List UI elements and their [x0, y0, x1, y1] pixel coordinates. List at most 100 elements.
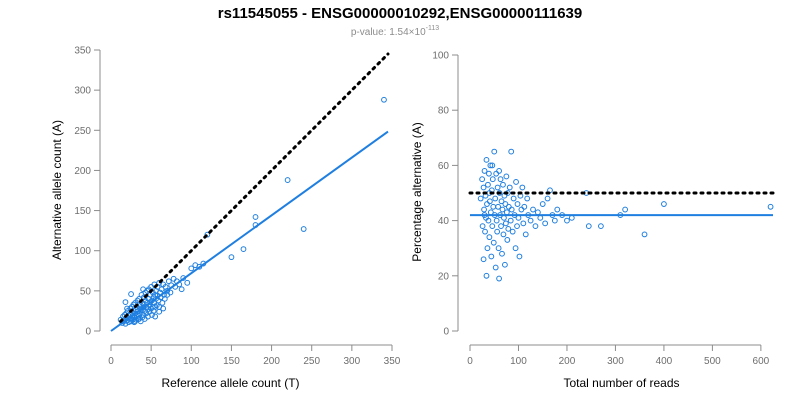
data-point — [516, 253, 523, 260]
data-point — [485, 217, 492, 224]
percentage-alternative-scatter-panel: 0 20 40 60 80 100 0 100 200 300 400 500 600 Total num… — [410, 51, 775, 390]
data-point — [504, 237, 511, 243]
data-point — [489, 162, 496, 169]
y-tick-label: 250 — [74, 126, 91, 137]
data-point — [524, 195, 531, 202]
data-point — [499, 250, 505, 257]
data-point — [534, 209, 541, 216]
data-point — [512, 245, 519, 252]
data-point — [622, 206, 629, 213]
y-tick-label: 300 — [74, 86, 91, 97]
data-point — [500, 181, 506, 188]
data-point — [502, 220, 509, 227]
data-point — [530, 206, 536, 213]
data-point — [554, 206, 561, 213]
data-point — [492, 264, 499, 271]
data-point — [488, 253, 495, 260]
x-tick-label: 350 — [384, 356, 401, 367]
data-point — [160, 305, 167, 312]
data-point — [521, 203, 528, 210]
data-point — [502, 201, 509, 207]
data-point — [505, 225, 512, 232]
y-tick-label: 40 — [438, 216, 450, 227]
data-point — [508, 206, 515, 213]
data-point — [509, 228, 516, 235]
data-point — [486, 198, 493, 205]
x-tick-label: 200 — [263, 356, 280, 367]
data-point — [122, 299, 129, 305]
data-point — [486, 234, 493, 241]
data-point — [492, 195, 499, 202]
y-tick-label: 150 — [74, 206, 91, 217]
data-point — [502, 261, 508, 268]
data-point — [228, 254, 235, 261]
data-point — [484, 201, 490, 207]
allele-count-scatter-panel: 0 50 100 150 200 250 300 350 0 50 100 150 200 250 300 3… — [50, 46, 401, 391]
y-tick-label: 350 — [74, 46, 91, 57]
identity-reference-line — [119, 52, 390, 323]
data-point — [510, 195, 517, 202]
x-axis-label: Total number of reads — [563, 376, 679, 390]
pvalue-prefix: p-value: 1.54×10 — [351, 27, 426, 38]
x-tick-label: 0 — [108, 356, 114, 367]
data-point — [487, 162, 494, 169]
regression-line — [110, 130, 389, 332]
data-point — [520, 220, 527, 227]
x-tick-label: 200 — [559, 356, 576, 367]
data-point — [381, 96, 387, 103]
data-point — [568, 214, 575, 221]
y-tick-label: 80 — [438, 106, 450, 117]
y-tick-label: 50 — [80, 286, 92, 297]
data-point — [522, 231, 529, 238]
data-point — [477, 195, 484, 202]
data-point — [537, 214, 544, 221]
y-tick-label: 100 — [432, 51, 449, 62]
data-point — [506, 184, 513, 191]
x-tick-label: 100 — [510, 356, 527, 367]
data-point — [481, 168, 488, 174]
data-point — [178, 286, 185, 293]
x-tick-label: 100 — [183, 356, 200, 367]
data-point — [542, 220, 549, 227]
data-point — [508, 148, 515, 155]
y-tick-label: 20 — [438, 271, 450, 282]
data-point — [527, 217, 534, 224]
x-tick-label: 400 — [656, 356, 673, 367]
data-point — [479, 223, 486, 230]
data-point — [497, 176, 504, 183]
data-point — [486, 170, 492, 177]
data-point — [641, 231, 648, 238]
data-point — [495, 245, 502, 252]
data-point — [597, 223, 604, 230]
data-point — [767, 203, 774, 210]
y-axis-label: Alternative allele count (A) — [50, 120, 64, 260]
pvalue-label: p-value: 1.54×10-113 — [351, 25, 439, 38]
data-point — [490, 203, 497, 210]
y-axis-label: Percentage alternative (A) — [410, 122, 424, 261]
data-point — [503, 173, 510, 180]
x-tick-label: 0 — [467, 356, 473, 367]
data-point — [482, 228, 488, 235]
data-point — [494, 184, 501, 191]
data-point — [495, 203, 502, 210]
data-point — [484, 245, 491, 252]
data-point — [252, 214, 259, 220]
data-point — [551, 217, 558, 224]
data-point — [204, 231, 211, 238]
data-point — [496, 168, 502, 174]
data-point — [514, 223, 520, 230]
data-point — [152, 304, 159, 310]
data-point — [513, 179, 519, 185]
data-point — [498, 223, 504, 230]
y-tick-label: 100 — [74, 246, 91, 257]
chart-title: rs11545055 - ENSG00000010292,ENSG0000011… — [218, 5, 582, 22]
data-point — [585, 223, 592, 230]
x-tick-label: 300 — [607, 356, 624, 367]
data-point — [494, 228, 501, 235]
data-point — [483, 156, 490, 163]
data-point — [489, 223, 496, 230]
data-point — [188, 265, 195, 272]
data-point — [164, 291, 171, 298]
data-point — [480, 184, 487, 191]
